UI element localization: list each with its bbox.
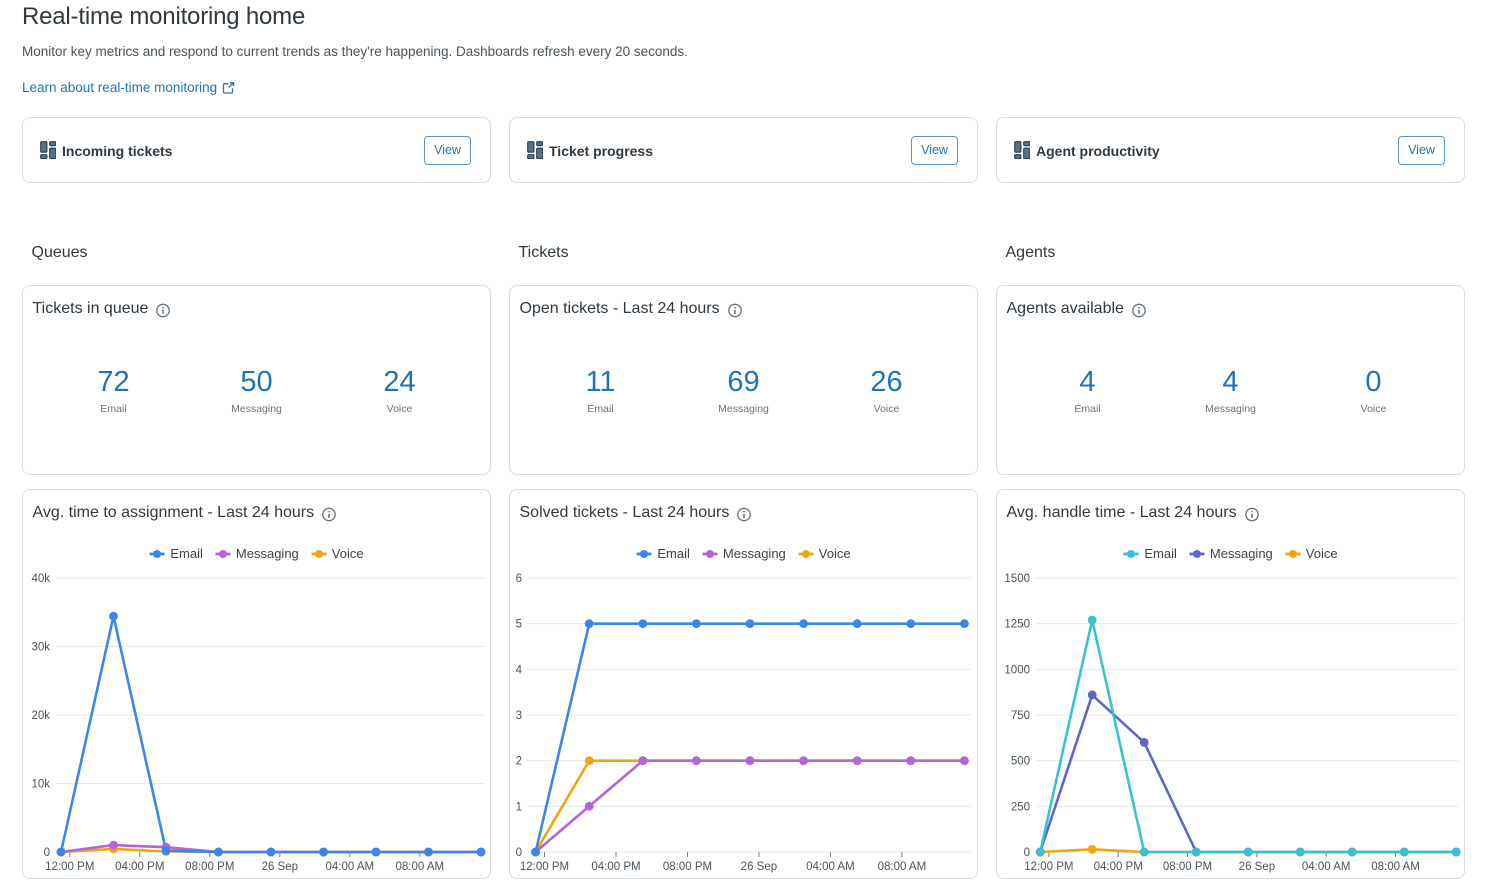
svg-text:08:00 PM: 08:00 PM: [1163, 861, 1212, 873]
svg-text:08:00 AM: 08:00 AM: [1371, 861, 1420, 873]
svg-text:08:00 AM: 08:00 AM: [396, 861, 445, 873]
svg-text:250: 250: [1011, 801, 1030, 813]
svg-text:20k: 20k: [31, 710, 50, 722]
svg-text:04:00 AM: 04:00 AM: [806, 861, 855, 873]
svg-text:4: 4: [516, 664, 523, 676]
svg-text:04:00 PM: 04:00 PM: [115, 861, 164, 873]
svg-text:3: 3: [516, 710, 522, 722]
svg-text:08:00 PM: 08:00 PM: [663, 861, 712, 873]
svg-text:12:00 PM: 12:00 PM: [45, 861, 94, 873]
svg-text:08:00 AM: 08:00 AM: [878, 861, 927, 873]
svg-text:5: 5: [516, 618, 522, 630]
svg-text:26 Sep: 26 Sep: [741, 861, 777, 873]
svg-text:1250: 1250: [1004, 618, 1030, 630]
svg-text:1: 1: [516, 801, 522, 813]
svg-text:26 Sep: 26 Sep: [1239, 861, 1275, 873]
svg-text:500: 500: [1011, 755, 1030, 767]
svg-text:1000: 1000: [1004, 664, 1030, 676]
svg-text:2: 2: [516, 755, 522, 767]
svg-text:26 Sep: 26 Sep: [262, 861, 298, 873]
svg-text:30k: 30k: [31, 641, 50, 653]
svg-text:10k: 10k: [31, 778, 50, 790]
svg-text:0: 0: [1024, 847, 1030, 859]
svg-text:0: 0: [44, 847, 50, 859]
svg-text:04:00 PM: 04:00 PM: [591, 861, 640, 873]
svg-text:08:00 PM: 08:00 PM: [185, 861, 234, 873]
svg-text:750: 750: [1011, 710, 1030, 722]
svg-text:40k: 40k: [31, 573, 50, 585]
svg-text:12:00 PM: 12:00 PM: [520, 861, 569, 873]
svg-text:6: 6: [516, 573, 522, 585]
svg-text:04:00 AM: 04:00 AM: [326, 861, 375, 873]
svg-text:0: 0: [516, 847, 522, 859]
svg-text:04:00 PM: 04:00 PM: [1094, 861, 1143, 873]
svg-text:12:00 PM: 12:00 PM: [1024, 861, 1073, 873]
svg-text:04:00 AM: 04:00 AM: [1302, 861, 1351, 873]
svg-text:1500: 1500: [1004, 573, 1030, 585]
